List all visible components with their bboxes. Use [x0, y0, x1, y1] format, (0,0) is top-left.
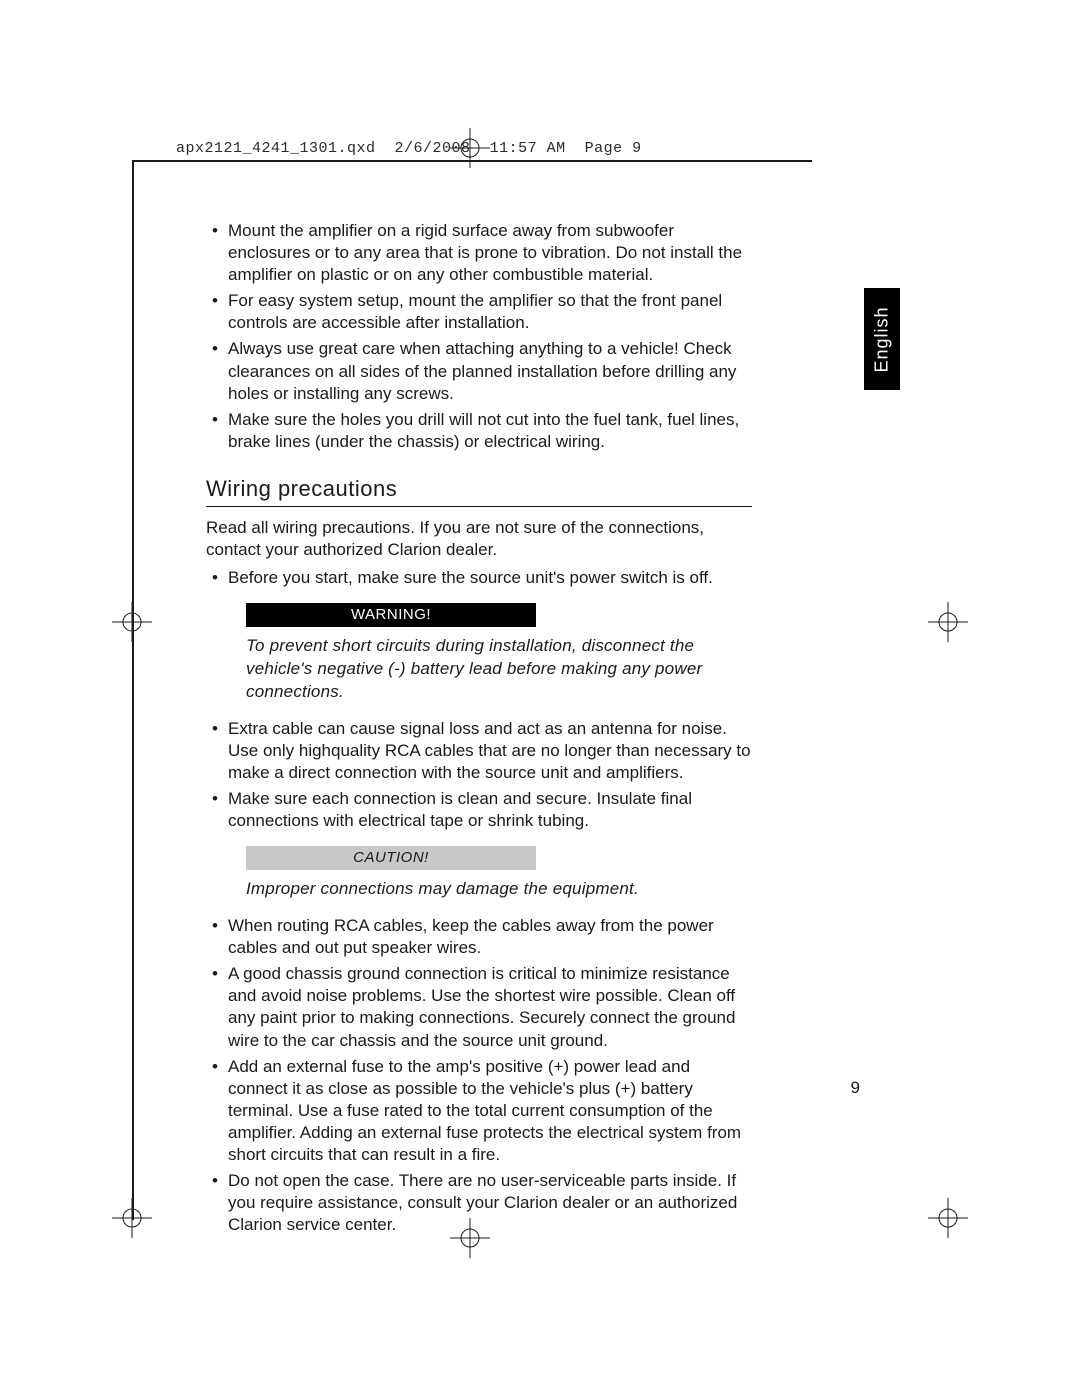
- crop-mark-left: [132, 160, 134, 1220]
- list-item: Extra cable can cause signal loss and ac…: [206, 718, 752, 784]
- manual-page: apx2121_4241_1301.qxd 2/6/2008 11:57 AM …: [0, 0, 1080, 1397]
- post-bullet-list: When routing RCA cables, keep the cables…: [206, 915, 752, 1236]
- registration-mark-icon: [112, 602, 152, 642]
- list-item: Do not open the case. There are no user-…: [206, 1170, 752, 1236]
- language-tab: English: [864, 288, 900, 390]
- list-item: A good chassis ground connection is crit…: [206, 963, 752, 1051]
- header-page: Page 9: [585, 140, 642, 157]
- section-divider: [206, 506, 752, 507]
- warning-callout: WARNING! To prevent short circuits durin…: [246, 603, 716, 704]
- page-body: Mount the amplifier on a rigid surface a…: [206, 220, 752, 1240]
- section-heading: Wiring precautions: [206, 475, 752, 504]
- header-time: 11:57 AM: [490, 140, 566, 157]
- prepress-header: apx2121_4241_1301.qxd 2/6/2008 11:57 AM …: [176, 140, 642, 157]
- mid-bullet-list: Extra cable can cause signal loss and ac…: [206, 718, 752, 832]
- language-tab-label: English: [872, 306, 893, 372]
- caution-callout: CAUTION! Improper connections may damage…: [246, 846, 716, 901]
- registration-mark-icon: [112, 1198, 152, 1238]
- list-item: Add an external fuse to the amp's positi…: [206, 1056, 752, 1166]
- page-number: 9: [851, 1078, 860, 1098]
- list-item: Before you start, make sure the source u…: [206, 567, 752, 589]
- registration-mark-icon: [450, 128, 490, 168]
- warning-text: To prevent short circuits during install…: [246, 635, 716, 704]
- registration-mark-icon: [928, 1198, 968, 1238]
- caution-label: CAUTION!: [246, 846, 536, 870]
- registration-mark-icon: [928, 602, 968, 642]
- caution-text: Improper connections may damage the equi…: [246, 878, 716, 901]
- list-item: Mount the amplifier on a rigid surface a…: [206, 220, 752, 286]
- warning-label: WARNING!: [246, 603, 536, 627]
- pre-warning-bullet-list: Before you start, make sure the source u…: [206, 567, 752, 589]
- mounting-bullet-list: Mount the amplifier on a rigid surface a…: [206, 220, 752, 453]
- list-item: When routing RCA cables, keep the cables…: [206, 915, 752, 959]
- list-item: Make sure each connection is clean and s…: [206, 788, 752, 832]
- list-item: Always use great care when attaching any…: [206, 338, 752, 404]
- list-item: For easy system setup, mount the amplifi…: [206, 290, 752, 334]
- section-intro: Read all wiring precautions. If you are …: [206, 517, 752, 561]
- header-filename: apx2121_4241_1301.qxd: [176, 140, 376, 157]
- list-item: Make sure the holes you drill will not c…: [206, 409, 752, 453]
